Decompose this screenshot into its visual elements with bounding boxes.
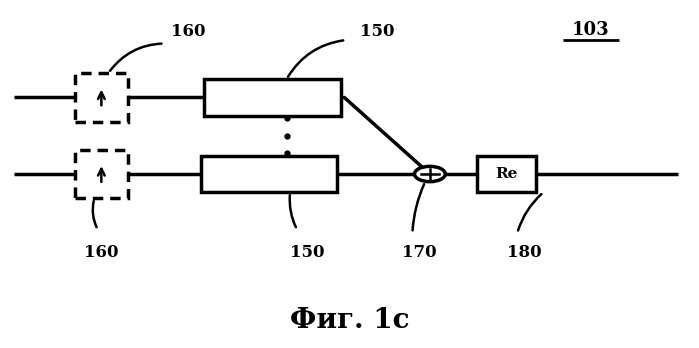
Text: 160: 160: [84, 244, 118, 261]
Circle shape: [415, 166, 445, 182]
Text: 150: 150: [360, 23, 394, 40]
Bar: [75, 73, 127, 122]
Bar: [477, 156, 537, 192]
Text: 103: 103: [572, 21, 610, 39]
Text: Re: Re: [496, 167, 518, 181]
Bar: [201, 156, 337, 192]
Bar: [204, 79, 341, 116]
Bar: [75, 150, 127, 198]
Text: 160: 160: [171, 23, 206, 40]
Text: 170: 170: [402, 244, 437, 261]
Text: 180: 180: [507, 244, 542, 261]
Text: 150: 150: [290, 244, 324, 261]
Text: Фиг. 1c: Фиг. 1c: [290, 307, 409, 334]
